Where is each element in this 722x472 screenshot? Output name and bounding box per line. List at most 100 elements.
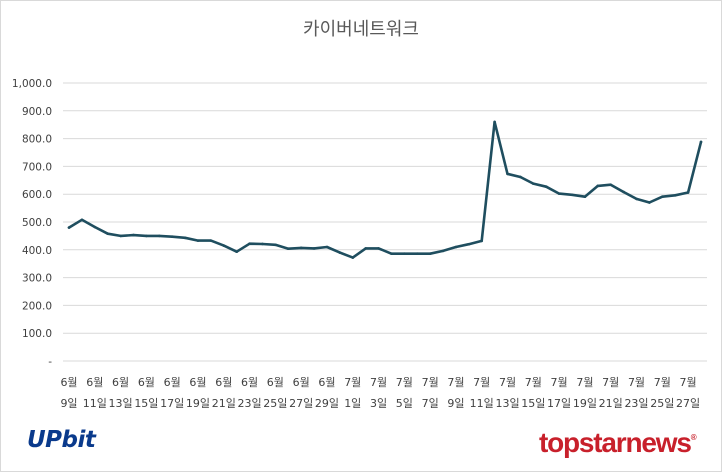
x-tick-label-month: 7월 bbox=[551, 376, 568, 389]
x-tick-label-day: 25일 bbox=[650, 396, 674, 410]
x-tick-label-month: 7월 bbox=[525, 376, 542, 389]
data-point bbox=[557, 192, 561, 195]
data-point bbox=[609, 183, 613, 187]
x-tick-label-month: 6월 bbox=[60, 376, 77, 389]
data-point bbox=[454, 245, 458, 249]
x-tick-label-month: 6월 bbox=[86, 376, 103, 389]
x-tick-label-month: 7월 bbox=[628, 376, 645, 389]
x-tick-label-month: 7월 bbox=[447, 376, 464, 389]
data-point bbox=[583, 195, 587, 199]
x-tick-label-day: 27일 bbox=[289, 396, 313, 410]
data-point bbox=[493, 120, 496, 124]
x-tick-label-day: 9일 bbox=[447, 396, 464, 410]
data-point bbox=[519, 175, 522, 179]
data-point bbox=[467, 242, 471, 246]
data-point bbox=[635, 197, 638, 201]
y-tick-label: 800.0 bbox=[22, 134, 52, 146]
y-tick-label: 200.0 bbox=[22, 300, 52, 312]
data-point bbox=[570, 193, 574, 197]
x-tick-label-day: 13일 bbox=[109, 396, 133, 410]
data-point bbox=[209, 239, 213, 242]
x-tick-label-month: 7월 bbox=[499, 376, 516, 389]
x-tick-label-day: 15일 bbox=[521, 396, 545, 410]
y-tick-label: 400.0 bbox=[22, 245, 52, 257]
x-tick-label-month: 7월 bbox=[602, 376, 619, 389]
x-tick-label-month: 7월 bbox=[576, 376, 593, 389]
data-point bbox=[67, 226, 71, 229]
data-point bbox=[93, 225, 97, 229]
x-tick-label-day: 19일 bbox=[186, 396, 210, 410]
x-tick-label-month: 7월 bbox=[654, 376, 671, 389]
data-point bbox=[235, 250, 238, 254]
x-tick-label-day: 5일 bbox=[396, 396, 413, 410]
x-tick-label-day: 11일 bbox=[470, 396, 494, 410]
data-point bbox=[157, 234, 161, 238]
y-tick-label: 600.0 bbox=[22, 189, 52, 201]
topstarnews-logo: topstarnews® bbox=[539, 427, 697, 459]
data-point bbox=[686, 191, 690, 194]
gridlines bbox=[63, 82, 707, 362]
x-tick-label-day: 1일 bbox=[344, 396, 361, 410]
x-tick-label-day: 13일 bbox=[495, 396, 519, 410]
data-point bbox=[145, 234, 148, 238]
x-tick-label-day: 9일 bbox=[60, 396, 77, 410]
data-point bbox=[648, 201, 651, 204]
x-tick-label-day: 17일 bbox=[160, 396, 184, 410]
x-tick-label-month: 7월 bbox=[370, 376, 387, 389]
x-tick-label-month: 6월 bbox=[189, 376, 206, 389]
data-point bbox=[286, 247, 290, 250]
data-point bbox=[80, 218, 84, 222]
data-point bbox=[274, 243, 277, 247]
x-tick-label-day: 29일 bbox=[315, 396, 339, 410]
data-point bbox=[441, 249, 445, 253]
data-point bbox=[351, 256, 355, 259]
x-tick-label-month: 6월 bbox=[138, 376, 155, 389]
x-tick-label-day: 25일 bbox=[263, 396, 287, 410]
x-tick-label-day: 23일 bbox=[238, 396, 262, 410]
x-tick-label-month: 7월 bbox=[473, 376, 490, 389]
series-line bbox=[67, 120, 703, 259]
x-axis-tick-labels: 6월 9일 6월 11일 6월 13일 6월 15일 6월 17일 6월 19일 6월 21일 6월 23일 6… bbox=[60, 376, 700, 410]
data-point bbox=[338, 251, 342, 254]
x-tick-label-month: 7월 bbox=[422, 376, 439, 389]
data-point bbox=[661, 195, 664, 199]
x-tick-label-day: 3일 bbox=[370, 396, 387, 410]
data-point bbox=[377, 247, 380, 250]
x-tick-label-day: 21일 bbox=[212, 396, 236, 410]
data-point bbox=[428, 252, 432, 255]
data-point bbox=[170, 235, 174, 239]
data-point bbox=[248, 242, 251, 245]
chart-title: 카이버네트워크 bbox=[303, 19, 419, 40]
x-tick-label-month: 7월 bbox=[396, 376, 413, 389]
x-tick-label-day: 17일 bbox=[547, 396, 571, 410]
y-tick-label: - bbox=[48, 356, 52, 368]
data-point bbox=[183, 236, 187, 240]
series-layer bbox=[67, 120, 703, 259]
y-tick-label: 1,000.0 bbox=[12, 78, 52, 90]
data-point bbox=[532, 182, 535, 185]
x-tick-label-day: 23일 bbox=[624, 396, 648, 410]
data-point bbox=[544, 185, 548, 188]
data-point bbox=[699, 140, 703, 144]
y-tick-label: 500.0 bbox=[22, 217, 52, 229]
y-axis-tick-labels: - 100.0 200.0 300.0 400.0 500.0 600.0 700.0 800.… bbox=[12, 78, 52, 368]
data-point bbox=[261, 242, 264, 246]
upbit-logo: UPbit bbox=[27, 427, 96, 453]
registered-mark: ® bbox=[690, 433, 697, 442]
x-tick-label-month: 7월 bbox=[680, 376, 697, 389]
data-point bbox=[390, 252, 393, 255]
y-tick-label: 900.0 bbox=[22, 106, 52, 118]
data-point bbox=[119, 234, 122, 238]
data-point bbox=[673, 194, 677, 197]
x-tick-label-day: 21일 bbox=[599, 396, 623, 410]
x-tick-label-day: 11일 bbox=[83, 396, 107, 410]
x-tick-label-month: 6월 bbox=[241, 376, 258, 389]
data-point bbox=[403, 252, 406, 255]
topstarnews-logo-text: topstarnews bbox=[539, 427, 692, 458]
x-tick-label-day: 15일 bbox=[134, 396, 158, 410]
data-point bbox=[132, 233, 135, 237]
data-point bbox=[196, 239, 200, 242]
x-tick-label-month: 6월 bbox=[267, 376, 284, 389]
